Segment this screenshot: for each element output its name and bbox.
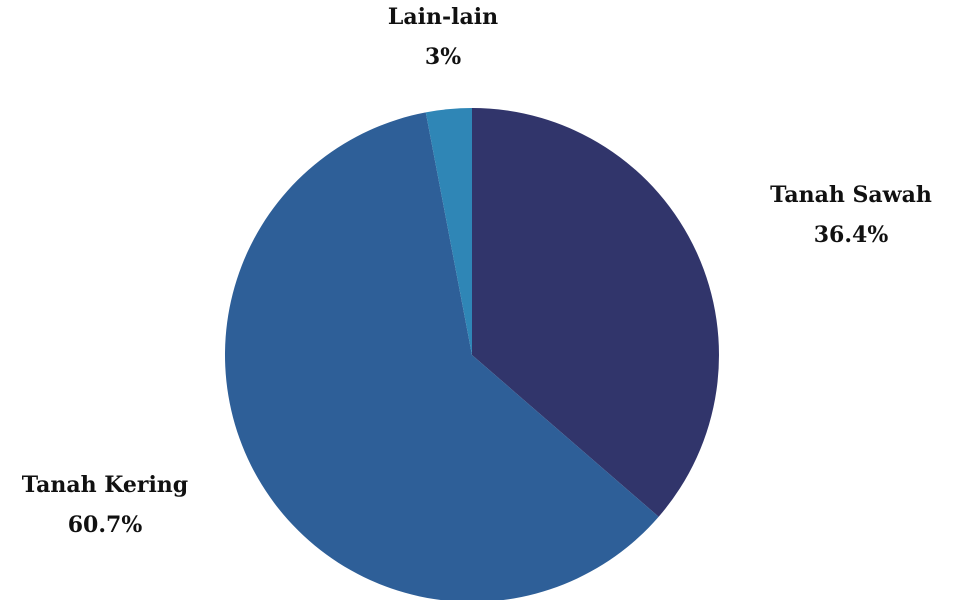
slice-label-lain-lain: Lain-lain xyxy=(388,4,498,30)
pie-slice-tanah-kering xyxy=(224,112,659,603)
pie-labels: Tanah Sawah 36.4% Tanah Kering 60.7% Lain-la… xyxy=(22,4,932,538)
pie-slice-tanah-sawah xyxy=(472,108,719,517)
pie-slice-lain-lain xyxy=(425,108,472,355)
slice-value-tanah-kering: 60.7% xyxy=(68,512,143,538)
pie-slices xyxy=(224,108,719,603)
slice-value-lain-lain: 3% xyxy=(425,44,461,70)
slice-label-tanah-sawah: Tanah Sawah xyxy=(770,182,932,208)
slice-value-tanah-sawah: 36.4% xyxy=(814,222,889,248)
slice-label-tanah-kering: Tanah Kering xyxy=(22,472,188,498)
